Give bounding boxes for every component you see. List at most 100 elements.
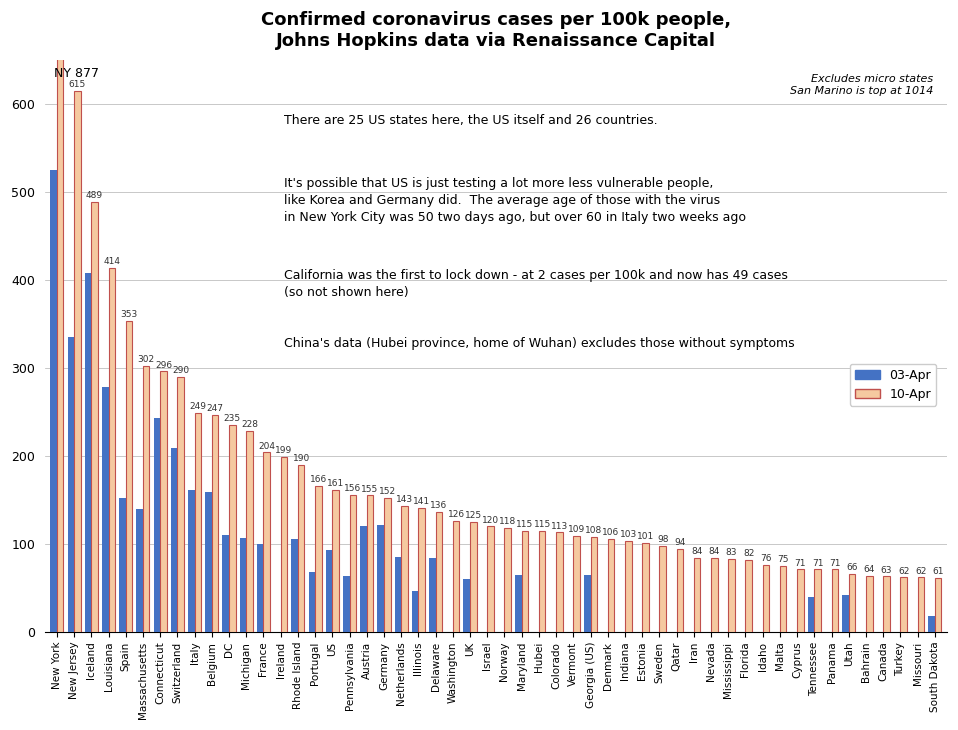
Text: 166: 166 (309, 475, 327, 484)
Text: 98: 98 (657, 535, 669, 544)
Bar (808, 596, 814, 632)
Text: 108: 108 (585, 526, 603, 535)
Bar (395, 557, 401, 632)
Bar (263, 453, 270, 632)
Legend: 03-Apr, 10-Apr: 03-Apr, 10-Apr (850, 364, 936, 406)
Bar (832, 569, 838, 632)
Text: 228: 228 (241, 420, 258, 429)
Bar (360, 526, 367, 632)
Text: 152: 152 (378, 488, 396, 496)
Text: 113: 113 (551, 522, 568, 531)
Bar (711, 558, 718, 632)
Bar (676, 549, 683, 632)
Bar (780, 566, 787, 632)
Text: 83: 83 (726, 548, 738, 557)
Text: 204: 204 (259, 442, 275, 450)
Text: 302: 302 (138, 356, 155, 364)
Bar (918, 577, 924, 632)
Bar (728, 559, 735, 632)
Text: 115: 115 (534, 520, 551, 529)
Bar (412, 591, 419, 632)
Bar (659, 545, 666, 632)
Bar (74, 91, 80, 632)
Bar (901, 577, 907, 632)
Bar (515, 575, 522, 632)
Bar (470, 522, 476, 632)
Bar (505, 528, 511, 632)
Bar (377, 525, 384, 632)
Bar (229, 425, 236, 632)
Text: 296: 296 (155, 361, 172, 369)
Text: 136: 136 (430, 502, 447, 510)
Text: 489: 489 (86, 191, 103, 200)
Text: 76: 76 (761, 554, 772, 564)
Text: 155: 155 (361, 485, 378, 493)
Text: 84: 84 (709, 548, 720, 556)
Text: 141: 141 (413, 497, 430, 506)
Bar (556, 532, 562, 632)
Text: 115: 115 (516, 520, 534, 529)
Bar (584, 575, 590, 632)
Bar (57, 0, 63, 632)
Bar (367, 496, 374, 632)
Bar (205, 492, 212, 632)
Text: 414: 414 (103, 257, 121, 266)
Bar (419, 508, 425, 632)
Text: 64: 64 (863, 565, 875, 574)
Text: 71: 71 (811, 558, 823, 568)
Text: 156: 156 (344, 484, 361, 493)
Bar (326, 550, 332, 632)
Text: 84: 84 (692, 548, 703, 556)
Bar (522, 531, 528, 632)
Bar (257, 544, 263, 632)
Bar (464, 579, 470, 632)
Bar (642, 543, 649, 632)
Text: 247: 247 (207, 404, 223, 412)
Text: 125: 125 (465, 511, 482, 520)
Bar (488, 526, 493, 632)
Bar (453, 521, 460, 632)
Bar (539, 531, 545, 632)
Bar (814, 569, 821, 632)
Bar (51, 170, 57, 632)
Text: 61: 61 (932, 567, 944, 577)
Bar (384, 498, 391, 632)
Bar (246, 431, 253, 632)
Bar (222, 535, 229, 632)
Bar (332, 491, 339, 632)
Bar (108, 267, 115, 632)
Text: 103: 103 (620, 531, 637, 539)
Text: 82: 82 (743, 549, 755, 558)
Text: 71: 71 (794, 558, 806, 568)
Bar (171, 448, 177, 632)
Bar (401, 506, 408, 632)
Bar (883, 577, 890, 632)
Bar (153, 418, 160, 632)
Bar (763, 565, 769, 632)
Bar (194, 412, 201, 632)
Bar (745, 560, 752, 632)
Text: 106: 106 (603, 528, 620, 537)
Bar (91, 201, 98, 632)
Bar (84, 273, 91, 632)
Title: Confirmed coronavirus cases per 100k people,
Johns Hopkins data via Renaissance : Confirmed coronavirus cases per 100k peo… (261, 11, 731, 50)
Bar (119, 498, 125, 632)
Bar (68, 337, 74, 632)
Bar (935, 578, 942, 632)
Text: 62: 62 (898, 566, 909, 575)
Bar (102, 387, 108, 632)
Bar (694, 558, 700, 632)
Bar (160, 372, 167, 632)
Text: 235: 235 (224, 415, 240, 423)
Text: 63: 63 (880, 566, 892, 575)
Bar (125, 321, 132, 632)
Bar (350, 495, 356, 632)
Text: 71: 71 (829, 558, 840, 568)
Text: 353: 353 (121, 310, 138, 320)
Bar (315, 485, 322, 632)
Text: 290: 290 (172, 366, 190, 375)
Bar (573, 536, 580, 632)
Text: 199: 199 (275, 446, 292, 455)
Text: California was the first to lock down - at 2 cases per 100k and now has 49 cases: California was the first to lock down - … (284, 269, 787, 299)
Bar (590, 537, 597, 632)
